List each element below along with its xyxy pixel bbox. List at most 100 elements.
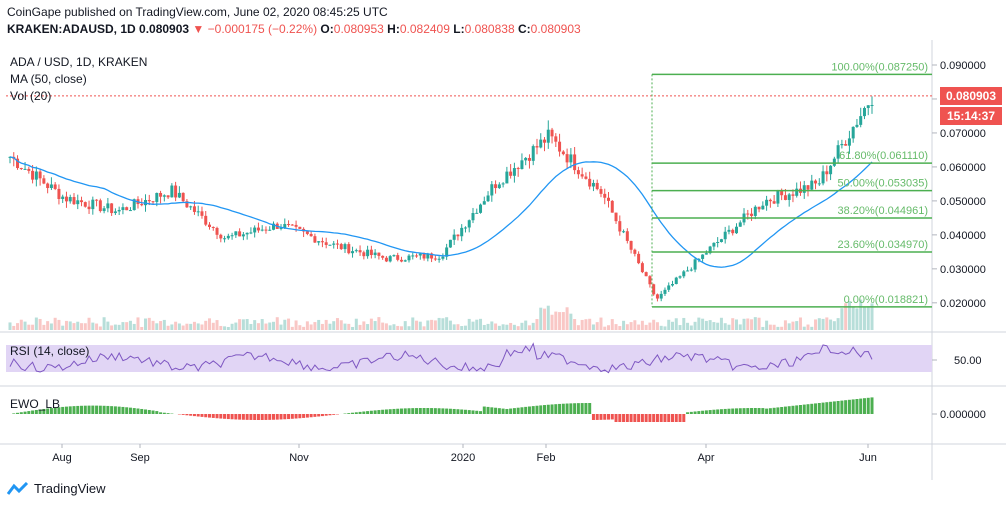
chart-canvas[interactable]: 0.0900000.0800000.0700000.0600000.050000… xyxy=(0,40,1006,480)
ewo-bar xyxy=(324,414,328,416)
ewo-bar xyxy=(34,409,38,414)
volume-bar xyxy=(132,323,136,330)
brand-label: TradingView xyxy=(34,481,106,496)
volume-bar xyxy=(757,317,761,330)
candle-body xyxy=(753,206,757,216)
candle-body xyxy=(320,241,324,243)
candle-body xyxy=(200,211,204,216)
volume-bar xyxy=(640,320,644,330)
candle-body xyxy=(49,184,53,189)
ewo-bar xyxy=(768,408,772,414)
ewo-bar xyxy=(159,412,163,414)
ewo-bar xyxy=(546,404,550,414)
candle-body xyxy=(256,227,260,231)
ewo-bar xyxy=(866,397,870,414)
ewo-bar xyxy=(862,398,866,414)
ewo-bar xyxy=(836,401,840,414)
ewo-bar xyxy=(392,408,396,414)
candle-body xyxy=(866,105,870,109)
chart-title-legend: ADA / USD, 1D, KRAKEN xyxy=(10,55,148,69)
candle-body xyxy=(486,195,490,202)
ewo-bar xyxy=(693,411,697,414)
volume-bar xyxy=(787,323,791,330)
volume-bar xyxy=(595,322,599,330)
rsi-band xyxy=(6,345,932,372)
ewo-bar xyxy=(588,403,592,414)
candle-body xyxy=(629,240,633,250)
candle-body xyxy=(396,255,400,260)
candle-body xyxy=(411,255,415,257)
volume-bar xyxy=(192,321,196,330)
volume-bar xyxy=(155,323,159,330)
candle-body xyxy=(219,234,223,239)
volume-bar xyxy=(328,323,332,330)
ewo-bar xyxy=(448,408,452,414)
volume-bar xyxy=(731,318,735,330)
candle-body xyxy=(674,277,678,285)
volume-bar xyxy=(403,321,407,330)
ewo-bar xyxy=(614,414,618,422)
candle-body xyxy=(625,231,629,241)
candle-body xyxy=(241,234,245,237)
candle-body xyxy=(260,229,264,231)
candle-body xyxy=(550,129,554,137)
candle-body xyxy=(132,199,136,211)
candle-body xyxy=(418,253,422,256)
volume-bar xyxy=(275,317,279,330)
volume-bar xyxy=(569,313,573,330)
ewo-bar xyxy=(192,414,196,417)
candle-body xyxy=(689,269,693,271)
candle-body xyxy=(731,229,735,234)
volume-bar xyxy=(102,317,106,330)
candle-body xyxy=(520,160,524,170)
candle-body xyxy=(83,202,87,207)
publish-info: CoinGape published on TradingView.com, J… xyxy=(7,5,388,19)
volume-bar xyxy=(399,326,403,330)
candle-body xyxy=(678,276,682,278)
volume-bar xyxy=(226,326,230,330)
candle-body xyxy=(663,289,667,294)
candle-body xyxy=(862,108,866,117)
volume-bar xyxy=(588,318,592,330)
volume-bar xyxy=(196,323,200,330)
ewo-bar xyxy=(147,409,151,414)
volume-bar xyxy=(482,324,486,330)
ewo-bar xyxy=(38,409,42,414)
volume-bar xyxy=(546,305,550,330)
volume-bar xyxy=(215,320,219,330)
candle-body xyxy=(430,253,434,259)
volume-bar xyxy=(554,311,558,330)
down-arrow-icon: ▼ xyxy=(192,22,205,36)
candle-body xyxy=(723,231,727,240)
candle-body xyxy=(399,259,403,262)
volume-bar xyxy=(456,324,460,330)
volume-bar xyxy=(607,325,611,330)
ewo-bar xyxy=(249,414,253,420)
tradingview-logo[interactable]: TradingView xyxy=(7,481,106,496)
candle-body xyxy=(238,231,242,237)
ewo-bar xyxy=(19,412,23,414)
volume-bar xyxy=(211,322,215,330)
candle-body xyxy=(279,227,283,229)
candle-body xyxy=(591,182,595,187)
ewo-bar xyxy=(787,406,791,414)
candle-body xyxy=(595,182,599,190)
volume-bar xyxy=(832,321,836,330)
ewo-bar xyxy=(110,406,114,414)
volume-bar xyxy=(535,319,539,330)
candle-body xyxy=(68,197,72,202)
volume-bar xyxy=(765,320,769,330)
ewo-bar xyxy=(663,414,667,422)
ewo-axis-label: 0.000000 xyxy=(940,409,986,421)
time-axis-label: Apr xyxy=(697,452,714,464)
ewo-bar xyxy=(753,408,757,414)
candle-body xyxy=(128,210,132,212)
ewo-bar xyxy=(829,401,833,414)
volume-bar xyxy=(761,326,765,330)
volume-bar xyxy=(302,326,306,330)
ewo-bar xyxy=(155,411,159,414)
ewo-bar xyxy=(644,414,648,422)
volume-bar xyxy=(655,322,659,330)
ewo-bar xyxy=(629,414,633,422)
volume-bar xyxy=(509,322,513,330)
